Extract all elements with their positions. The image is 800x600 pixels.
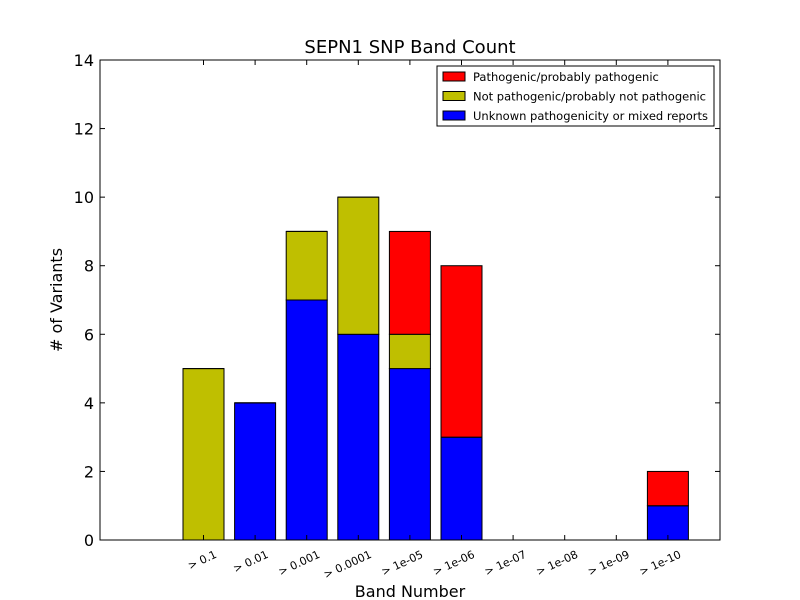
legend-label: Not pathogenic/probably not pathogenic	[473, 90, 706, 104]
x-tick-label: > 1e-06	[431, 548, 477, 579]
y-tick-label: 8	[84, 257, 94, 276]
bar-segment	[337, 333, 380, 541]
x-tick-label: > 0.0001	[322, 548, 374, 581]
bar-segment	[388, 333, 431, 370]
bar-segment	[646, 505, 689, 541]
y-tick-label: 6	[84, 325, 94, 344]
legend-label: Unknown pathogenicity or mixed reports	[473, 109, 708, 123]
bar-segment	[440, 436, 483, 541]
chart-title: SEPN1 SNP Band Count	[304, 37, 515, 58]
y-tick-label: 2	[84, 462, 94, 481]
bar-segment	[646, 470, 689, 507]
bar-segment	[388, 368, 431, 541]
x-tick-label: > 1e-05	[379, 548, 425, 579]
legend-swatch	[442, 71, 466, 82]
x-tick-label: > 1e-08	[534, 548, 580, 579]
y-axis-label: # of Variants	[47, 248, 66, 352]
y-tick-label: 4	[84, 394, 94, 413]
bar-segment	[337, 196, 380, 335]
bar-segment	[440, 265, 483, 438]
x-axis-label: Band Number	[355, 582, 466, 600]
y-tick-label: 0	[84, 531, 94, 550]
bar-segment	[182, 368, 225, 541]
x-tick-label: > 1e-09	[586, 548, 632, 579]
legend-box	[436, 65, 715, 127]
legend-label: Pathogenic/probably pathogenic	[473, 70, 659, 84]
x-tick-label: > 1e-07	[483, 548, 529, 579]
x-tick-label: > 0.01	[231, 548, 270, 576]
x-tick-label: > 0.1	[186, 548, 219, 573]
y-tick-label: 10	[74, 188, 94, 207]
legend-swatch	[442, 110, 466, 121]
bar-segment	[285, 299, 328, 541]
legend-swatch	[442, 91, 466, 101]
y-tick-label: 14	[74, 51, 94, 70]
x-tick-label: > 0.001	[276, 548, 322, 578]
bar-segment	[285, 230, 328, 301]
x-tick-label: > 1e-10	[637, 548, 683, 579]
y-tick-label: 12	[74, 120, 94, 139]
bar-segment	[388, 230, 431, 335]
bar-segment	[234, 402, 277, 541]
